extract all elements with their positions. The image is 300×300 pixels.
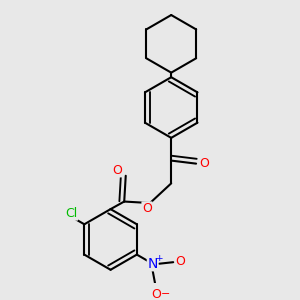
Text: O: O xyxy=(199,157,209,170)
Text: O: O xyxy=(142,202,152,215)
Text: −: − xyxy=(160,289,170,299)
Text: O: O xyxy=(176,255,185,268)
Text: O: O xyxy=(112,164,122,177)
Text: Cl: Cl xyxy=(65,207,77,220)
Text: N: N xyxy=(147,257,158,271)
Text: O: O xyxy=(151,287,161,300)
Text: +: + xyxy=(155,254,163,263)
